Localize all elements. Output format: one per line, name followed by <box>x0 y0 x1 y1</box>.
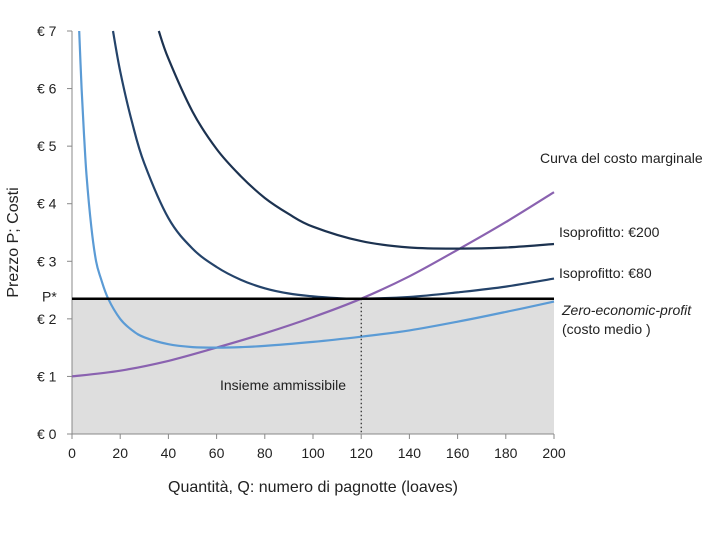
series-label: Curva del costo marginale <box>540 150 703 166</box>
y-tick-label: € 5 <box>37 138 57 154</box>
y-tick-group: € 0 € 1 € 2 € 3 € 4 € 5 € 6 € 7 <box>37 23 72 442</box>
marginal-cost-curve <box>71 191 555 378</box>
x-tick-label: 0 <box>68 445 76 461</box>
feasible-set-label: Insieme ammissibile <box>220 377 346 393</box>
p-star-label: P* <box>42 289 57 305</box>
y-tick-label: € 2 <box>37 311 57 327</box>
x-tick-label: 80 <box>257 445 273 461</box>
series-labels: Curva del costo marginale Isoprofitto: €2… <box>540 150 703 337</box>
y-tick-label: € 7 <box>37 23 57 39</box>
x-tick-label: 40 <box>161 445 177 461</box>
series-label: Isoprofitto: €80 <box>559 265 652 281</box>
y-tick-label: € 4 <box>37 196 57 212</box>
x-tick-group: 0 20 40 60 80 100 120 140 160 180 200 <box>68 434 566 461</box>
y-tick-label: € 6 <box>37 81 57 97</box>
curves-group <box>71 30 555 378</box>
x-tick-label: 100 <box>301 445 325 461</box>
series-label: Zero-economic-profit <box>561 302 692 318</box>
y-tick-label: € 3 <box>37 253 57 269</box>
x-axis-title: Quantità, Q: numero di pagnotte (loaves) <box>168 479 458 496</box>
isoprofit-200-curve <box>157 30 555 250</box>
series-label: Isoprofitto: €200 <box>559 224 660 240</box>
x-tick-label: 200 <box>542 445 566 461</box>
y-tick-label: € 0 <box>37 426 57 442</box>
x-tick-label: 20 <box>112 445 128 461</box>
x-tick-label: 180 <box>494 445 518 461</box>
series-sublabel: (costo medio ) <box>562 321 651 337</box>
x-tick-label: 60 <box>209 445 225 461</box>
feasible-set-region <box>72 298 554 434</box>
x-tick-label: 120 <box>350 445 374 461</box>
y-axis-title: Prezzo P; Costi <box>5 187 22 297</box>
x-tick-label: 160 <box>446 445 470 461</box>
isoprofit-80-curve <box>111 30 555 300</box>
y-tick-label: € 1 <box>37 368 57 384</box>
zero-profit-curve <box>78 30 555 349</box>
x-tick-label: 140 <box>398 445 422 461</box>
